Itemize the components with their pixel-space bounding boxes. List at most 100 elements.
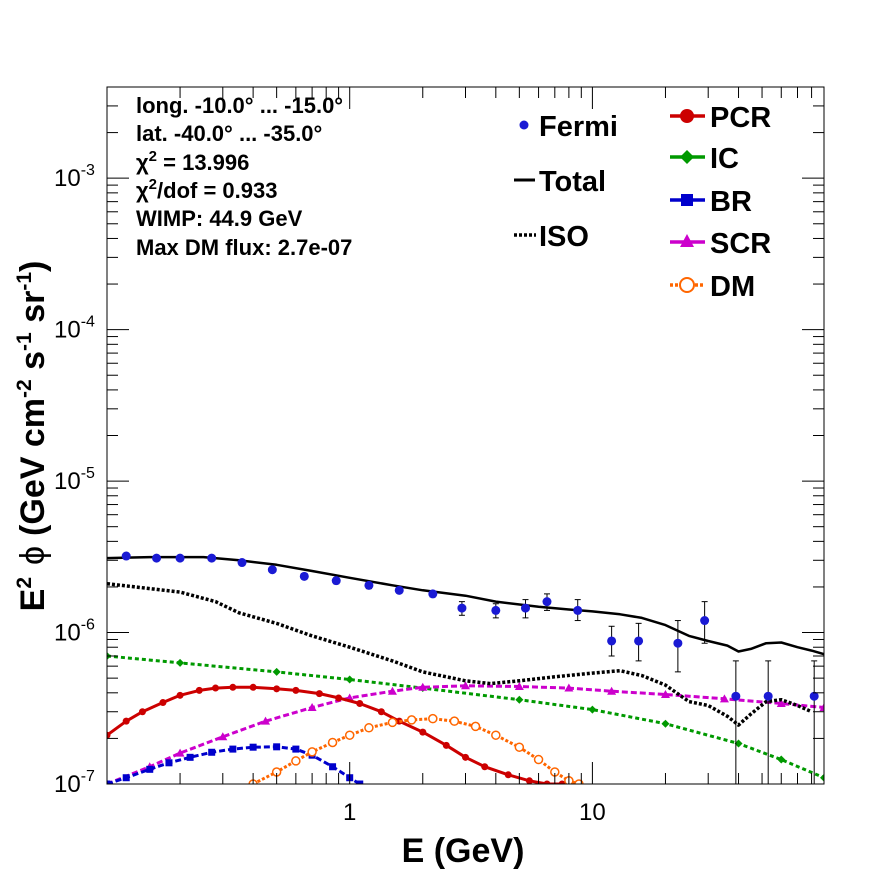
pcr-point (395, 717, 403, 725)
pcr-point (356, 700, 364, 708)
info-chi2: χ2 = 13.996 (136, 148, 249, 175)
legend-marker-br (681, 194, 693, 206)
ic-point (777, 755, 786, 764)
fermi-point (542, 597, 552, 607)
fermi-point (428, 589, 438, 599)
info-longitude: long. -10.0° ... -15.0° (136, 93, 343, 118)
chi-superscript: 2 (149, 176, 157, 193)
legend-label-total: Total (539, 166, 606, 198)
y-tick-label: 10-3 (54, 162, 95, 192)
scr-point (776, 699, 786, 708)
legend-item-br: BR (670, 186, 752, 218)
fermi-point (700, 616, 710, 626)
pcr-point (315, 690, 323, 698)
pcr-point (107, 731, 111, 739)
x-tick-label: 10 (579, 799, 606, 826)
scr-point (564, 683, 574, 692)
fermi-point (763, 691, 773, 701)
legend-label-fermi: Fermi (539, 111, 618, 143)
br-point (249, 743, 257, 751)
info-wimp: WIMP: 44.9 GeV (136, 206, 303, 231)
y-tick-label: 10-5 (54, 465, 95, 495)
scr-point (660, 689, 670, 698)
y-tick-label: 10-4 (54, 314, 95, 344)
pcr-point (419, 728, 427, 736)
br-point (165, 759, 173, 767)
br-point (292, 745, 300, 753)
total-line (107, 555, 824, 656)
legend-marker-dm (679, 277, 695, 293)
fermi-point (299, 571, 309, 581)
fermi-point (331, 576, 341, 586)
fermi-point (121, 551, 131, 561)
dm-point (514, 742, 525, 752)
y-tick-exponent: -4 (81, 314, 95, 331)
series-layer (107, 555, 824, 784)
chi2-dof-value: /dof = 0.933 (157, 178, 277, 203)
fermi-point (607, 636, 617, 646)
legend-item-iso: ISO (514, 221, 589, 253)
y-title-sup3: -1 (13, 332, 36, 351)
pcr-point (195, 686, 203, 694)
legend-item-pcr: PCR (670, 102, 771, 134)
y-title-phi: ϕ (14, 546, 52, 565)
scr-line (107, 684, 824, 784)
fermi-point (673, 638, 683, 648)
fermi-point (491, 605, 501, 615)
y-tick-exponent: -6 (81, 617, 95, 634)
br-point (122, 774, 130, 782)
legend-marker-fermi (519, 120, 529, 130)
scr-point (218, 732, 228, 741)
br-point (107, 780, 111, 784)
ic-point (272, 667, 281, 676)
scr-point (819, 702, 824, 711)
y-title-sup4: -1 (13, 272, 36, 291)
dm-point (387, 717, 398, 728)
br-point (208, 748, 216, 756)
fermi-point (457, 603, 467, 613)
pcr-point (335, 694, 343, 702)
y-title-unit: (GeV cm (14, 398, 52, 536)
fermi-point (520, 603, 530, 613)
y-title-s: s (14, 351, 52, 379)
legend-marker-ic (680, 150, 694, 164)
pcr-point (292, 686, 300, 694)
dm-point (428, 713, 438, 724)
ic-point (515, 695, 524, 704)
y-tick-label: 10-7 (54, 768, 95, 798)
br-point (356, 780, 364, 784)
legend-marker-pcr (680, 109, 694, 123)
fermi-point (267, 565, 277, 575)
pcr-point (462, 753, 469, 761)
dm-point (291, 756, 301, 766)
fermi-point (364, 580, 374, 590)
ic-point (661, 719, 670, 728)
legend-label-ic: IC (710, 143, 739, 175)
y-tick-base: 10 (54, 620, 81, 647)
y-tick-exponent: -7 (81, 768, 95, 785)
scr-point (307, 702, 317, 711)
legend-item-fermi: Fermi (519, 111, 618, 143)
fermi-point (731, 691, 741, 701)
scr-point (261, 716, 271, 725)
scr-point (461, 681, 470, 690)
ic-point (588, 705, 597, 714)
chi2-value: = 13.996 (157, 150, 249, 175)
pcr-point (159, 699, 167, 707)
y-title-close: ) (14, 261, 52, 272)
x-axis-title: E (GeV) (402, 832, 525, 870)
fermi-point (394, 585, 404, 595)
pcr-point (558, 780, 566, 784)
dm-point (344, 730, 355, 740)
fermi-point (237, 558, 247, 568)
chi-symbol: χ (136, 150, 149, 175)
br-point (273, 743, 281, 751)
fermi-points-layer (121, 551, 819, 784)
y-title-sr: sr (14, 291, 52, 333)
y-tick-label: 10-6 (54, 617, 95, 647)
y-tick-exponent: -3 (81, 162, 95, 179)
br-point (146, 765, 154, 773)
fermi-point (809, 691, 819, 701)
info-max-dm-flux: Max DM flux: 2.7e-07 (136, 235, 352, 260)
